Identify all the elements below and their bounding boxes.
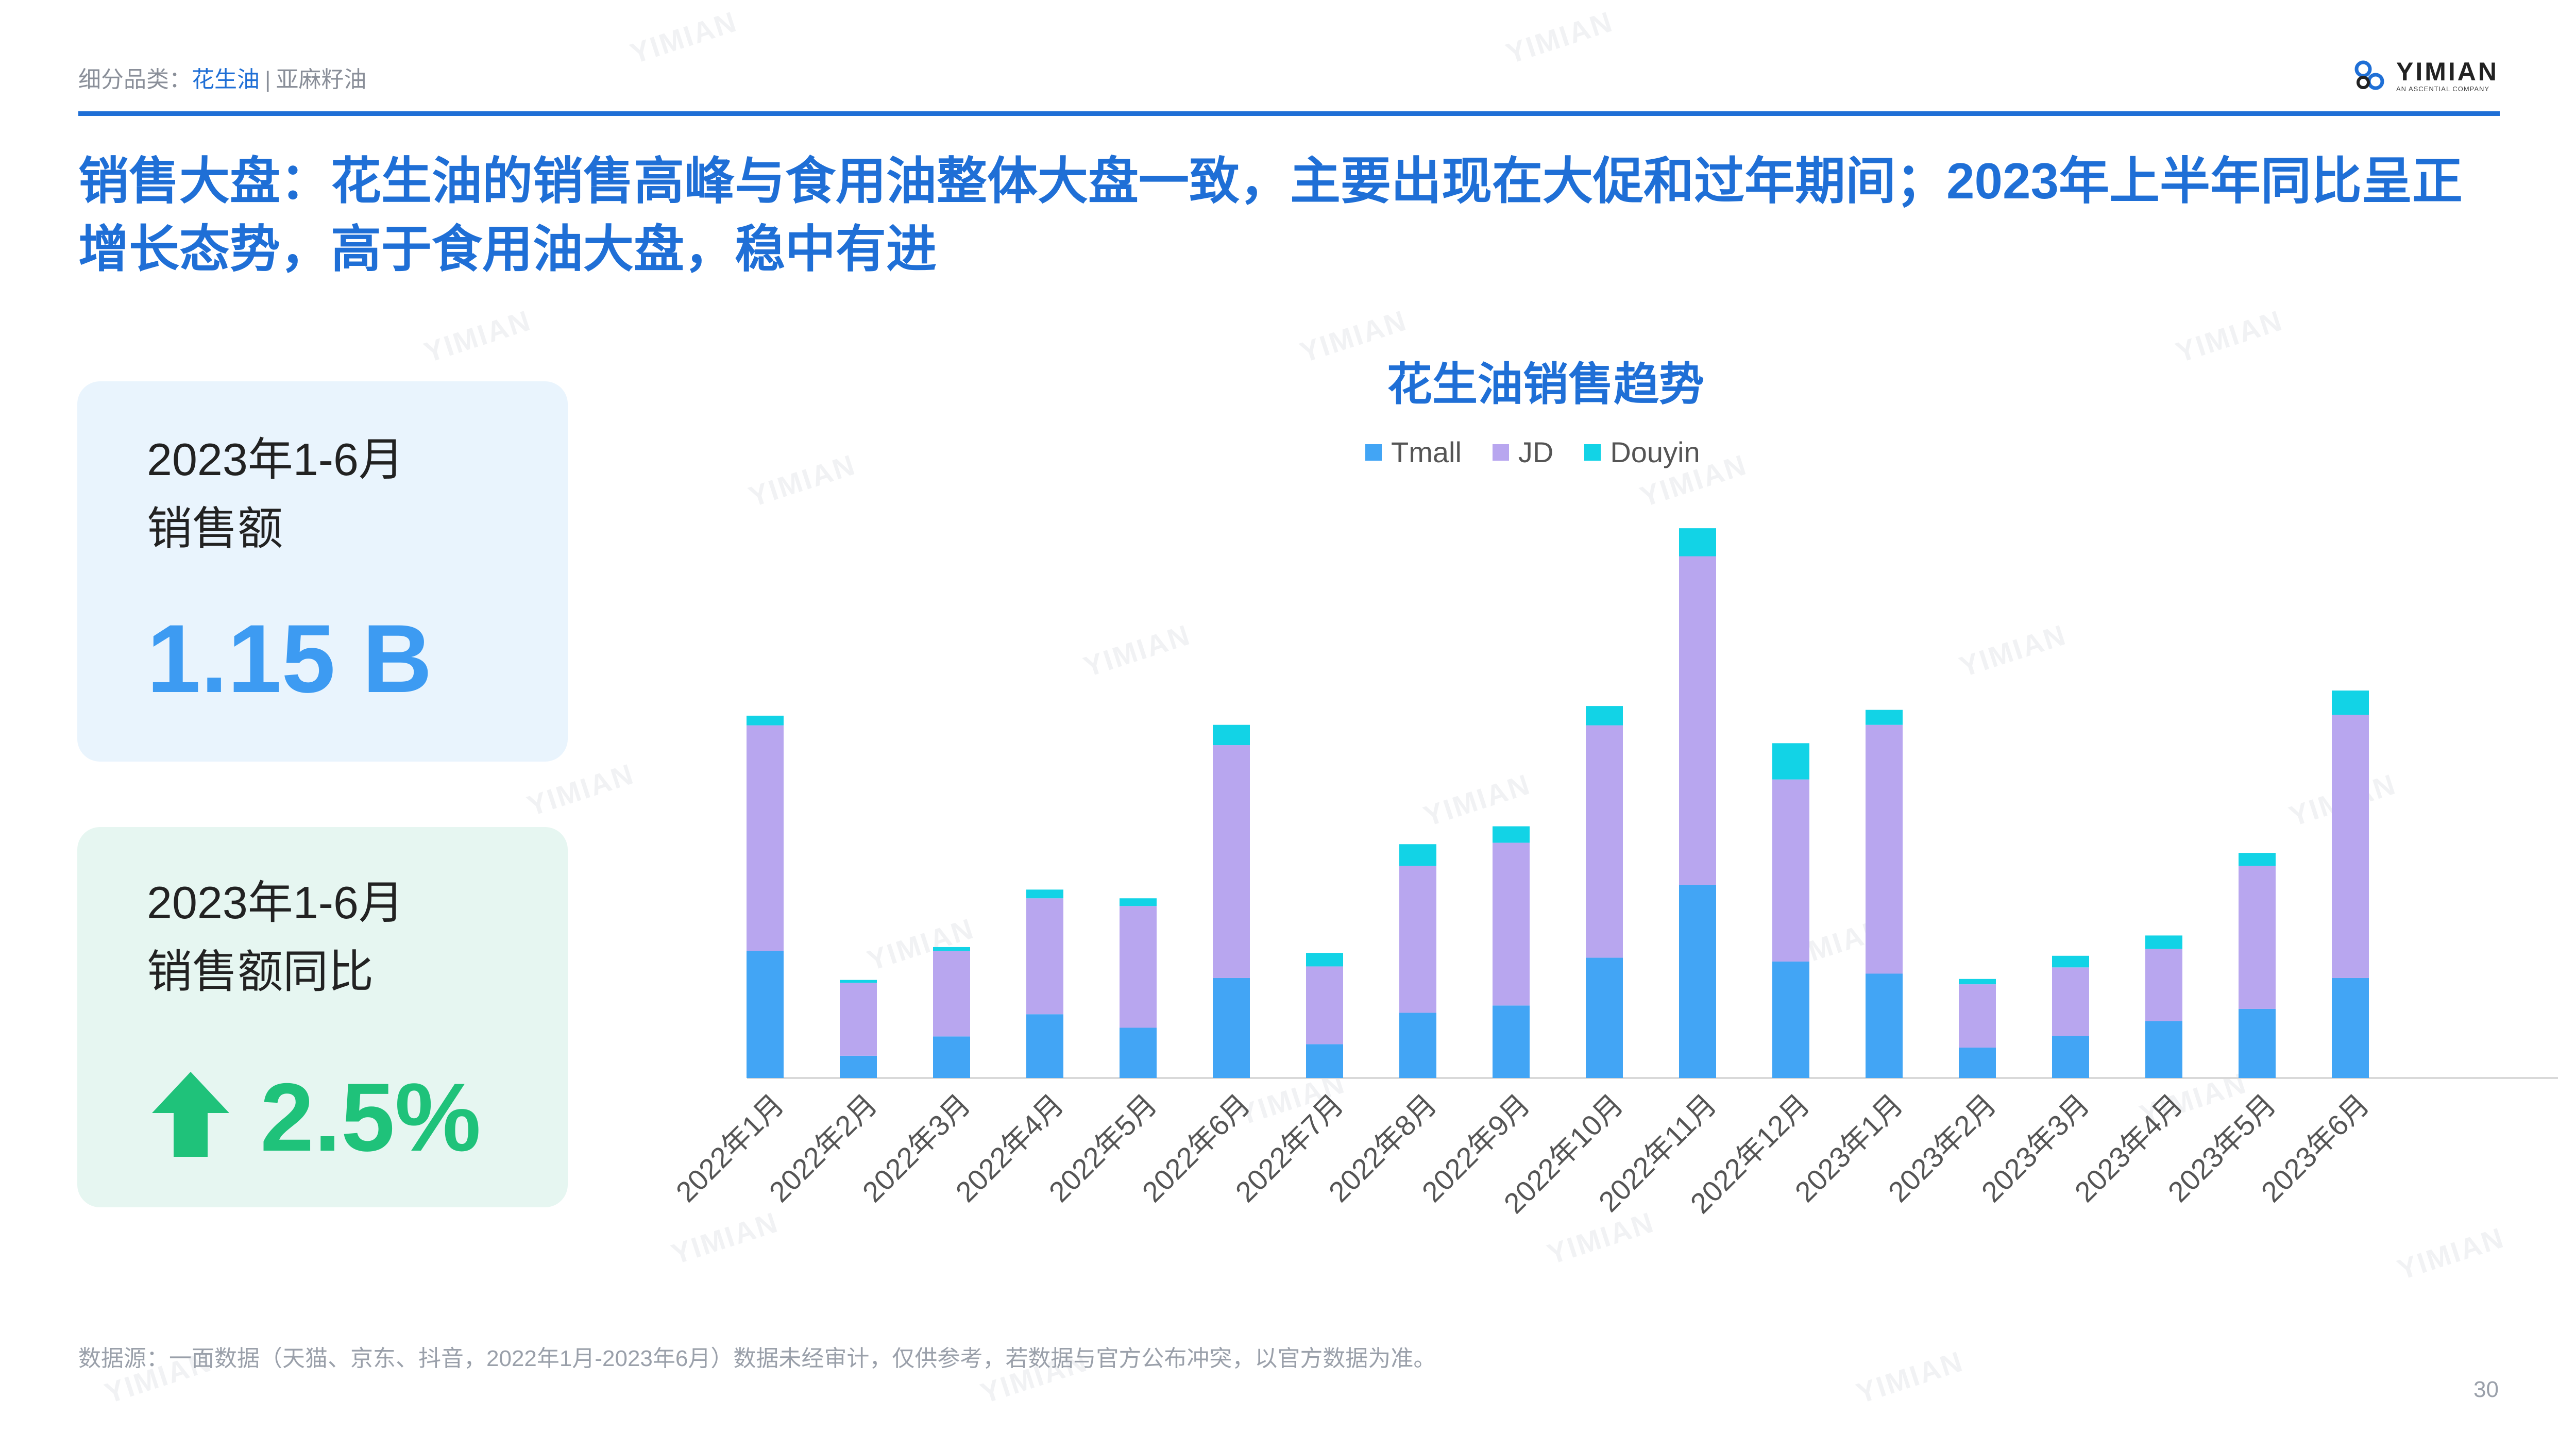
bar-segment-tmall[interactable] [2239, 1008, 2276, 1078]
bar-segment-tmall[interactable] [1586, 957, 1623, 1078]
breadcrumb-prefix: 细分品类： [78, 67, 192, 92]
chart-legend: Tmall JD Douyin [1365, 435, 1700, 469]
bar-segment-tmall[interactable] [1866, 973, 1903, 1079]
breadcrumb-active-category[interactable]: 花生油 [192, 67, 260, 92]
bar-segment-douyin[interactable] [933, 947, 970, 951]
bar-segment-douyin[interactable] [1679, 528, 1716, 557]
brand-tagline: AN ASCENTIAL COMPANY [2396, 85, 2490, 93]
bar-segment-douyin[interactable] [1026, 889, 1063, 899]
legend-item-jd[interactable]: JD [1492, 435, 1554, 469]
kpi-period: 2023年1-6月 [147, 434, 404, 485]
bar-segment-jd[interactable] [1399, 866, 1436, 1013]
bar-segment-tmall[interactable] [840, 1055, 877, 1078]
bar-segment-tmall[interactable] [1493, 1005, 1530, 1078]
chart-title: 花生油销售趋势 [1386, 359, 1704, 410]
bar-segment-tmall[interactable] [1772, 962, 1809, 1078]
bar-segment-douyin[interactable] [747, 715, 784, 726]
legend-item-tmall[interactable]: Tmall [1365, 435, 1462, 469]
kpi-label: 2023年1-6月 销售额同比 [147, 868, 404, 1006]
bar-segment-douyin[interactable] [1213, 724, 1250, 746]
bar-segment-douyin[interactable] [2052, 955, 2089, 968]
bar-segment-tmall[interactable] [2052, 1036, 2089, 1078]
bar-segment-jd[interactable] [2145, 949, 2182, 1021]
bar-segment-tmall[interactable] [747, 951, 784, 1078]
bar-segment-jd[interactable] [2052, 967, 2089, 1036]
bar-segment-douyin[interactable] [1866, 710, 1903, 725]
bar-segment-douyin[interactable] [1306, 953, 1343, 967]
legend-swatch [1584, 444, 1601, 461]
bar-segment-jd[interactable] [2332, 715, 2369, 978]
legend-swatch [1492, 444, 1509, 461]
brand-name: YIMIAN [2396, 57, 2499, 86]
bar-segment-jd[interactable] [1772, 779, 1809, 962]
bar-segment-douyin[interactable] [1586, 706, 1623, 726]
page-title: 销售大盘：花生油的销售高峰与食用油整体大盘一致，主要出现在大促和过年期间；202… [78, 153, 2463, 277]
kpi-card-yoy: 2023年1-6月 销售额同比 2.5% [77, 827, 568, 1207]
kpi-value: 1.15 B [147, 604, 432, 713]
bar-segment-tmall[interactable] [2332, 978, 2369, 1078]
bar-segment-tmall[interactable] [1026, 1014, 1063, 1078]
bar-segment-tmall[interactable] [1213, 978, 1250, 1078]
data-source-note: 数据源：一面数据（天猫、京东、抖音，2022年1月-2023年6月）数据未经审计… [78, 1346, 1436, 1371]
bar-segment-jd[interactable] [1866, 724, 1903, 974]
bar-segment-jd[interactable] [1679, 556, 1716, 885]
kpi-metric: 销售额 [147, 503, 283, 554]
bar-segment-douyin[interactable] [1399, 844, 1436, 866]
bar-segment-douyin[interactable] [1493, 826, 1530, 843]
kpi-label: 2023年1-6月 销售额 [147, 425, 404, 563]
bar-segment-jd[interactable] [840, 983, 877, 1056]
breadcrumb: 细分品类：花生油 | 亚麻籽油 [78, 61, 366, 94]
bar-segment-jd[interactable] [1959, 984, 1996, 1048]
bar-segment-jd[interactable] [2239, 866, 2276, 1009]
kpi-metric: 销售额同比 [147, 946, 374, 997]
bar-segment-jd[interactable] [747, 725, 784, 951]
bar-segment-tmall[interactable] [1120, 1027, 1157, 1079]
legend-label: Tmall [1391, 436, 1462, 468]
bar-segment-douyin[interactable] [1772, 743, 1809, 780]
bar-segment-jd[interactable] [1306, 966, 1343, 1044]
bar-segment-jd[interactable] [1586, 725, 1623, 958]
bar-segment-tmall[interactable] [2145, 1021, 2182, 1078]
brand-logo: YIMIAN AN ASCENTIAL COMPANY [2353, 58, 2499, 93]
legend-swatch [1365, 444, 1382, 461]
legend-item-douyin[interactable]: Douyin [1584, 435, 1700, 469]
bar-segment-tmall[interactable] [1306, 1044, 1343, 1078]
logo-mark-icon [2354, 60, 2384, 90]
bar-segment-tmall[interactable] [1679, 885, 1716, 1078]
bar-segment-jd[interactable] [933, 951, 970, 1037]
up-arrow-icon [152, 1072, 229, 1157]
bar-segment-jd[interactable] [1213, 745, 1250, 978]
bar-segment-jd[interactable] [1120, 906, 1157, 1028]
bar-segment-tmall[interactable] [1399, 1013, 1436, 1078]
legend-label: JD [1518, 436, 1554, 468]
bar-segment-jd[interactable] [1493, 843, 1530, 1006]
legend-label: Douyin [1610, 436, 1700, 468]
bar-segment-tmall[interactable] [1959, 1047, 1996, 1078]
bar-segment-jd[interactable] [1026, 898, 1063, 1015]
page-number: 30 [2473, 1377, 2499, 1402]
kpi-card-sales: 2023年1-6月 销售额 1.15 B [77, 381, 568, 762]
kpi-period: 2023年1-6月 [147, 877, 404, 928]
bar-segment-tmall[interactable] [933, 1036, 970, 1078]
bar-segment-douyin[interactable] [2145, 935, 2182, 949]
bar-segment-douyin[interactable] [1120, 898, 1157, 906]
kpi-value: 2.5% [260, 1063, 481, 1171]
header-divider [78, 111, 2500, 116]
breadcrumb-separator: | [265, 67, 271, 92]
bar-segment-douyin[interactable] [2332, 690, 2369, 715]
breadcrumb-other-category[interactable]: 亚麻籽油 [276, 67, 367, 92]
bar-segment-douyin[interactable] [1959, 979, 1996, 985]
bar-segment-douyin[interactable] [2239, 853, 2276, 866]
bar-segment-douyin[interactable] [840, 980, 877, 983]
